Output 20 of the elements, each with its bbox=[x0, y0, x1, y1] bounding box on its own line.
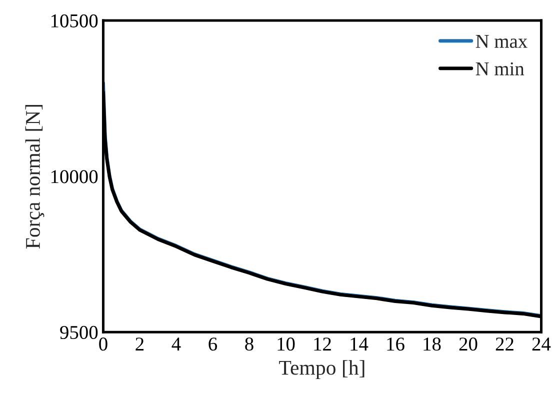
x-tick-label: 0 bbox=[99, 338, 108, 351]
y-tick-label: 9500 bbox=[60, 326, 98, 340]
legend-label: N min bbox=[476, 62, 524, 76]
x-axis-title: Tempo [h] bbox=[279, 360, 364, 380]
x-tick-label: 14 bbox=[350, 338, 368, 350]
x-tick-label: 18 bbox=[424, 338, 441, 351]
x-tick-label: 6 bbox=[208, 338, 218, 351]
x-tick-label: 16 bbox=[387, 338, 404, 351]
x-tick-label: 22 bbox=[496, 338, 514, 350]
y-axis-title: Força normal [N] bbox=[25, 104, 44, 249]
x-tick-label: 12 bbox=[314, 338, 331, 350]
x-tick-label: 20 bbox=[459, 338, 478, 351]
y-tick-label: 10000 bbox=[51, 170, 98, 184]
legend-label: N max bbox=[476, 34, 528, 48]
x-tick-label: 24 bbox=[532, 338, 551, 350]
y-tick-label: 10500 bbox=[51, 14, 98, 28]
x-tick-label: 10 bbox=[278, 338, 295, 351]
x-tick-label: 8 bbox=[245, 338, 254, 351]
x-tick-label: 2 bbox=[136, 338, 144, 350]
x-tick-label: 4 bbox=[172, 338, 181, 350]
